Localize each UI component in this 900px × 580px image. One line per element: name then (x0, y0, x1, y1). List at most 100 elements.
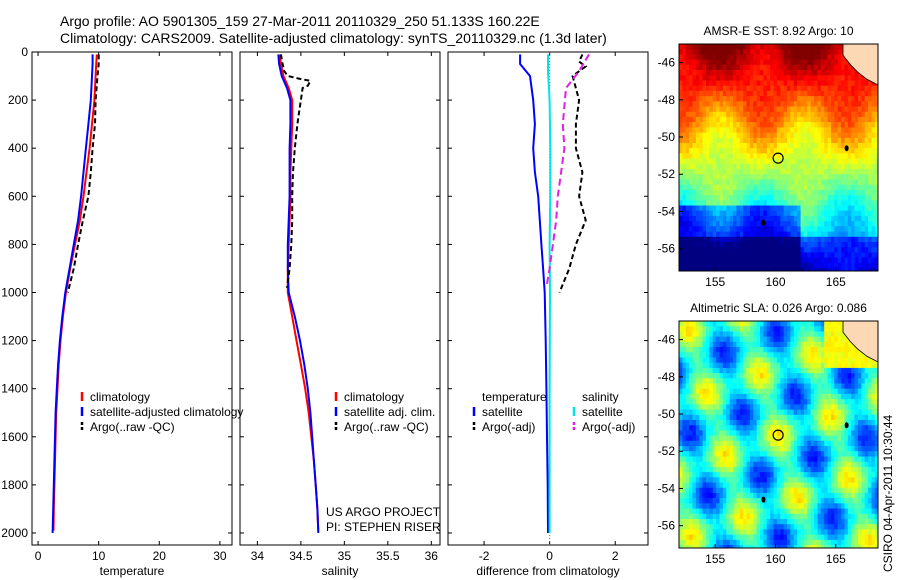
heatmap-cell (695, 430, 700, 437)
heatmap-cell (695, 85, 700, 92)
heatmap-cell (834, 137, 839, 144)
heatmap-cell (716, 435, 721, 442)
heatmap-cell (810, 425, 815, 431)
heatmap-cell (679, 362, 683, 369)
heatmap-cell (702, 226, 707, 233)
heatmap-cell (797, 420, 802, 426)
heatmap-cell (851, 252, 856, 259)
heatmap-cell (756, 383, 761, 390)
heatmap-cell (773, 252, 778, 259)
heatmap-cell (753, 75, 758, 82)
heatmap-cell (722, 44, 727, 50)
heatmap-cell (868, 268, 873, 271)
heatmap-cell (797, 399, 802, 405)
heatmap-cell (709, 482, 714, 489)
heatmap-cell (780, 425, 785, 431)
heatmap-cell (709, 143, 714, 149)
heatmap-cell (736, 59, 741, 66)
heatmap-cell (766, 513, 771, 520)
figure-title-line2: Climatology: CARS2009. Satellite-adjuste… (60, 30, 607, 46)
heatmap-cell (827, 64, 832, 71)
heatmap-cell (814, 127, 819, 134)
heatmap-cell (871, 101, 876, 108)
heatmap-cell (726, 487, 731, 494)
heatmap-cell (753, 85, 758, 92)
heatmap-cell (807, 153, 812, 160)
heatmap-cell (817, 236, 822, 243)
heatmap-cell (817, 163, 822, 170)
heatmap-cell (743, 326, 748, 332)
heatmap-cell (834, 122, 839, 128)
heatmap-cell (749, 414, 754, 421)
heatmap-cell (743, 347, 748, 353)
heatmap-cell (719, 451, 724, 457)
heatmap-cell (746, 262, 751, 269)
heatmap-cell (712, 85, 717, 92)
heatmap-cell (760, 111, 764, 118)
heatmap-cell (820, 132, 825, 139)
heatmap-cell (837, 336, 842, 343)
heatmap-cell (712, 367, 717, 374)
heatmap-cell (807, 143, 812, 149)
heatmap-cell (736, 347, 741, 353)
heatmap-cell (712, 466, 717, 473)
heatmap-cell (722, 321, 727, 327)
heatmap-cell (746, 132, 751, 139)
heatmap-cell (679, 487, 683, 494)
heatmap-cell (743, 257, 748, 264)
heatmap-cell (695, 215, 700, 222)
heatmap-cell (817, 440, 822, 447)
heatmap-cell (787, 90, 792, 97)
heatmap-cell (692, 179, 697, 186)
heatmap-cell (685, 163, 690, 170)
heatmap-cell (733, 49, 737, 55)
heatmap-cell (760, 367, 764, 374)
heatmap-cell (722, 435, 727, 442)
heatmap-cell (814, 44, 819, 50)
heatmap-cell (760, 205, 764, 212)
heatmap-cell (793, 80, 798, 87)
heatmap-cell (861, 236, 866, 243)
heatmap-cell (695, 221, 700, 227)
heatmap-cell (685, 116, 690, 123)
heatmap-cell (871, 158, 876, 165)
heatmap-cell (695, 96, 700, 102)
heatmap-cell (800, 357, 805, 364)
heatmap-cell (689, 127, 694, 134)
heatmap-cell (736, 257, 741, 264)
heatmap-cell (733, 446, 737, 452)
heatmap-cell (699, 482, 704, 489)
heatmap-cell (726, 482, 731, 489)
heatmap-cell (716, 153, 721, 160)
heatmap-cell (719, 414, 724, 421)
heatmap-cell (722, 163, 727, 170)
heatmap-cell (722, 477, 727, 484)
heatmap-cell (787, 326, 792, 332)
heatmap-cell (736, 331, 741, 338)
heatmap-cell (695, 519, 700, 525)
heatmap-cell (770, 122, 775, 128)
heatmap-cell (699, 226, 704, 233)
heatmap-cell (716, 215, 721, 222)
heatmap-cell (692, 116, 697, 123)
heatmap-cell (797, 54, 802, 61)
heatmap-cell (739, 373, 744, 379)
heatmap-cell (841, 215, 846, 222)
heatmap-cell (682, 70, 687, 76)
heatmap-cell (746, 466, 751, 473)
heatmap-cell (682, 137, 687, 144)
heatmap-cell (699, 59, 704, 66)
heatmap-cell (733, 331, 737, 338)
heatmap-cell (685, 64, 690, 71)
heatmap-cell (844, 529, 849, 536)
heatmap-cell (716, 477, 721, 484)
heatmap-cell (787, 492, 792, 499)
heatmap-cell (834, 519, 839, 525)
heatmap-cell (827, 148, 832, 154)
heatmap-cell (716, 545, 721, 548)
heatmap-cell (685, 519, 690, 525)
heatmap-cell (858, 96, 862, 102)
heatmap-cell (743, 404, 748, 411)
heatmap-cell (746, 153, 751, 160)
heatmap-cell (695, 158, 700, 165)
